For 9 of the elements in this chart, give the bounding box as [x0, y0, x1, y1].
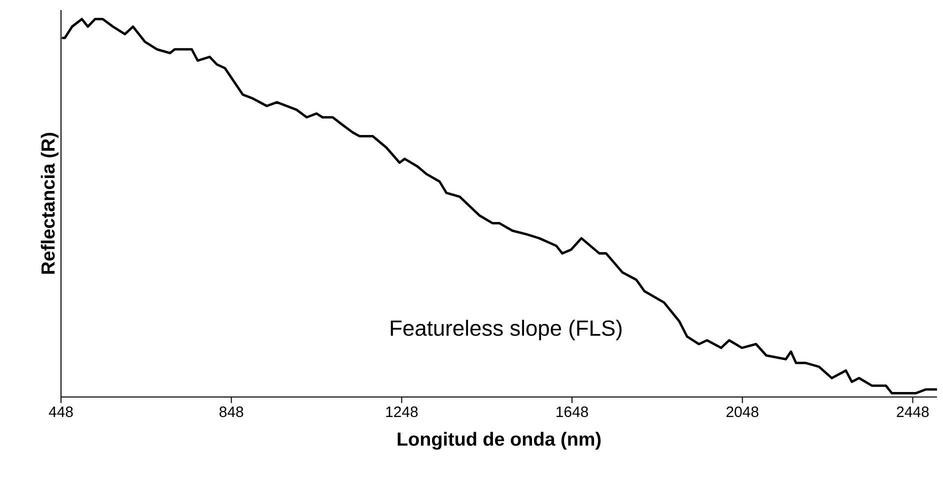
x-tick-label: 2448	[896, 406, 929, 418]
annotation: Featureless slope (FLS)	[390, 320, 622, 340]
x-tick-label: 2048	[726, 406, 758, 418]
x-tick-label: 448	[48, 406, 73, 418]
y-axis-title: Reflectancia (R)	[40, 132, 58, 274]
x-tick-label: 1248	[386, 406, 418, 418]
x-axis-title: Longitud de onda (nm)	[398, 432, 601, 450]
x-tick-label: 1648	[556, 406, 588, 418]
x-tick-label: 848	[220, 406, 244, 418]
